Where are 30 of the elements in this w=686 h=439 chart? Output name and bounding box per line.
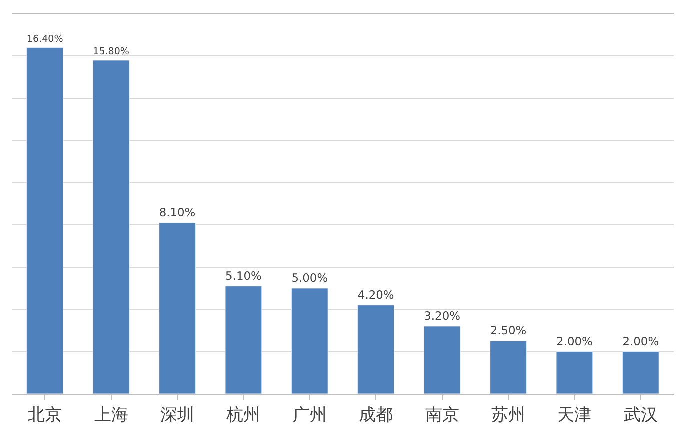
x-tick-label: 北京 <box>28 405 62 426</box>
bar <box>92 60 130 394</box>
bar <box>26 48 64 394</box>
bar <box>358 305 395 394</box>
data-label: 2.50% <box>490 324 527 338</box>
x-tick-label: 苏州 <box>492 405 526 426</box>
bar <box>490 340 527 394</box>
x-tick-label: 成都 <box>359 405 394 426</box>
x-tick-label: 广州 <box>292 405 327 426</box>
data-label: 3.20% <box>424 308 461 323</box>
bar <box>291 288 328 394</box>
data-label: 4.20% <box>358 288 394 302</box>
data-label: 5.10% <box>226 268 262 283</box>
x-tick-label: 天津 <box>558 405 592 426</box>
data-label: 2.00% <box>622 334 660 348</box>
bar <box>159 222 196 394</box>
x-tick-label: 南京 <box>425 405 460 426</box>
bar <box>622 352 660 394</box>
data-label: 5.00% <box>292 270 328 285</box>
x-tick-label: 武汉 <box>624 405 658 426</box>
bar <box>424 326 461 394</box>
x-tick-label: 深圳 <box>160 405 194 426</box>
data-label: 2.00% <box>556 334 593 348</box>
data-label: 16.40% <box>26 34 64 45</box>
bar <box>556 352 594 394</box>
data-label: 15.80% <box>93 46 130 58</box>
data-label: 8.10% <box>159 205 196 220</box>
x-tick-label: 上海 <box>94 405 128 426</box>
bar <box>225 286 262 394</box>
x-tick-label: 杭州 <box>226 405 261 426</box>
